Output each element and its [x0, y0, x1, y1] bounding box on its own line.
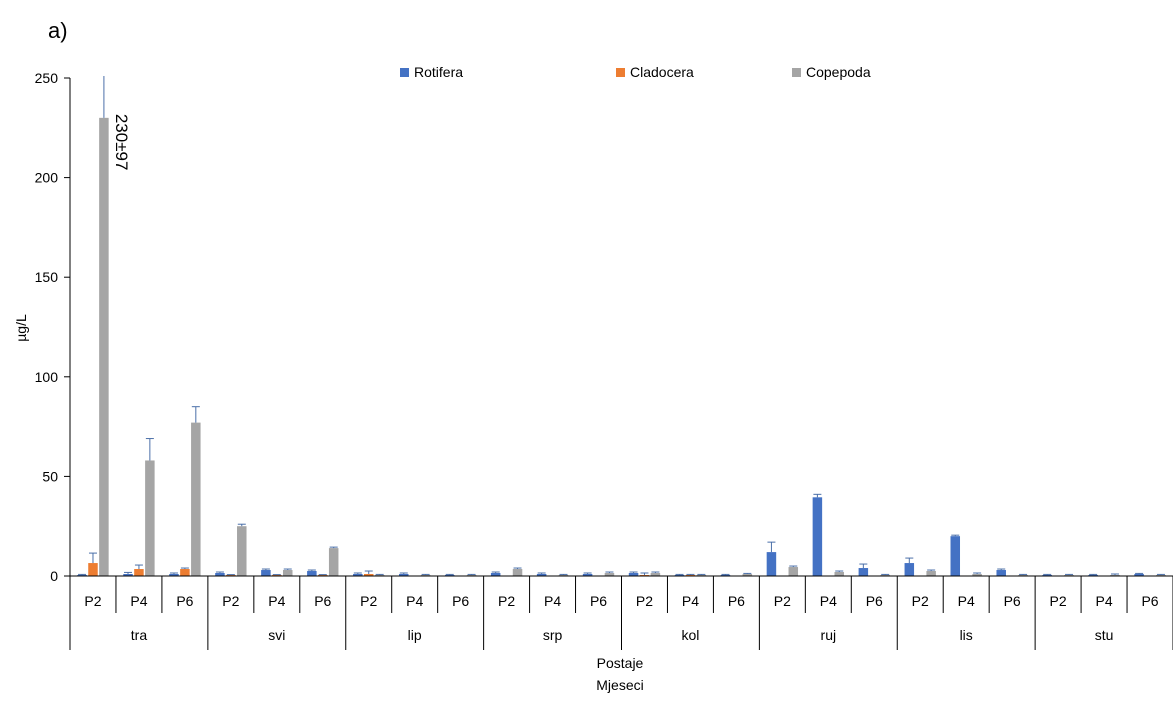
station-tick-label: P6 [1004, 593, 1021, 609]
bar-copepoda [788, 567, 799, 576]
bar-rotifera [904, 563, 915, 576]
bar-rotifera [307, 571, 317, 576]
station-tick-label: P4 [406, 593, 423, 609]
bar-copepoda [512, 569, 523, 576]
month-tick-label: svi [268, 627, 285, 643]
data-label-annotation: 230±97 [112, 114, 131, 171]
legend-label-copepoda: Copepoda [806, 64, 871, 80]
station-tick-label: P6 [590, 593, 607, 609]
station-tick-label: P2 [498, 593, 515, 609]
station-tick-label: P4 [958, 593, 975, 609]
panel-label: a) [48, 18, 68, 43]
station-tick-label: P4 [544, 593, 561, 609]
station-tick-label: P4 [130, 593, 147, 609]
bar-copepoda [604, 573, 615, 576]
station-tick-label: P4 [682, 593, 699, 609]
station-tick-label: P6 [728, 593, 745, 609]
y-tick-label: 0 [50, 568, 58, 584]
bar-rotifera [582, 574, 593, 576]
bar-copepoda [926, 571, 936, 576]
bar-rotifera [490, 573, 501, 576]
bar-rotifera [353, 574, 363, 576]
bar-rotifera [123, 574, 133, 576]
month-tick-label: srp [543, 627, 563, 643]
station-tick-label: P2 [912, 593, 929, 609]
month-tick-label: lip [408, 627, 422, 643]
bar-copepoda [237, 526, 247, 576]
bar-rotifera [215, 573, 225, 576]
bar-copepoda [145, 460, 155, 576]
station-tick-label: P2 [222, 593, 239, 609]
bar-rotifera [536, 574, 547, 576]
bar-copepoda [328, 548, 339, 576]
bar-rotifera [169, 574, 179, 576]
bar-rotifera [766, 552, 777, 576]
bar-rotifera [950, 536, 961, 576]
bar-rotifera [628, 573, 639, 576]
bar-copepoda [972, 574, 982, 576]
legend-label-rotifera: Rotifera [414, 64, 463, 80]
month-tick-label: ruj [821, 627, 837, 643]
station-tick-label: P4 [1096, 593, 1113, 609]
station-tick-label: P6 [1141, 593, 1158, 609]
legend-swatch-cladocera [616, 68, 625, 77]
y-tick-label: 50 [42, 468, 58, 484]
y-tick-label: 100 [35, 369, 59, 385]
bar-rotifera [261, 570, 271, 576]
month-tick-label: kol [681, 627, 699, 643]
legend-label-cladocera: Cladocera [630, 64, 694, 80]
bar-rotifera [1134, 574, 1144, 576]
station-tick-label: P6 [452, 593, 469, 609]
bar-cladocera [363, 574, 374, 576]
bar-rotifera [858, 568, 869, 576]
station-tick-label: P2 [360, 593, 377, 609]
station-tick-label: P2 [774, 593, 791, 609]
y-tick-label: 200 [35, 170, 59, 186]
y-tick-label: 250 [35, 70, 59, 86]
station-tick-label: P2 [84, 593, 101, 609]
bar-copepoda [742, 574, 753, 576]
station-tick-label: P6 [176, 593, 193, 609]
bar-copepoda [834, 572, 844, 576]
bar-rotifera [812, 497, 823, 576]
bar-cladocera [180, 569, 190, 576]
bar-copepoda [99, 117, 109, 576]
station-tick-label: P6 [866, 593, 883, 609]
station-tick-label: P6 [314, 593, 331, 609]
bar-cladocera [134, 569, 144, 576]
x-axis-title-stations: Postaje [597, 655, 644, 671]
bar-copepoda [282, 570, 293, 576]
month-tick-label: lis [960, 627, 973, 643]
month-tick-label: stu [1095, 627, 1114, 643]
bar-rotifera [996, 570, 1006, 576]
legend-swatch-rotifera [400, 68, 409, 77]
legend-swatch-copepoda [792, 68, 801, 77]
y-axis-title: µg/L [13, 314, 29, 342]
station-tick-label: P4 [268, 593, 285, 609]
station-tick-label: P4 [820, 593, 837, 609]
bar-copepoda [650, 573, 661, 576]
bar-rotifera [399, 574, 409, 576]
station-tick-label: P2 [636, 593, 653, 609]
month-tick-label: tra [131, 627, 148, 643]
station-tick-label: P2 [1050, 593, 1067, 609]
x-axis-title-months: Mjeseci [596, 677, 643, 693]
y-tick-label: 150 [35, 269, 59, 285]
bar-cladocera [88, 563, 98, 576]
bar-copepoda [191, 422, 201, 576]
